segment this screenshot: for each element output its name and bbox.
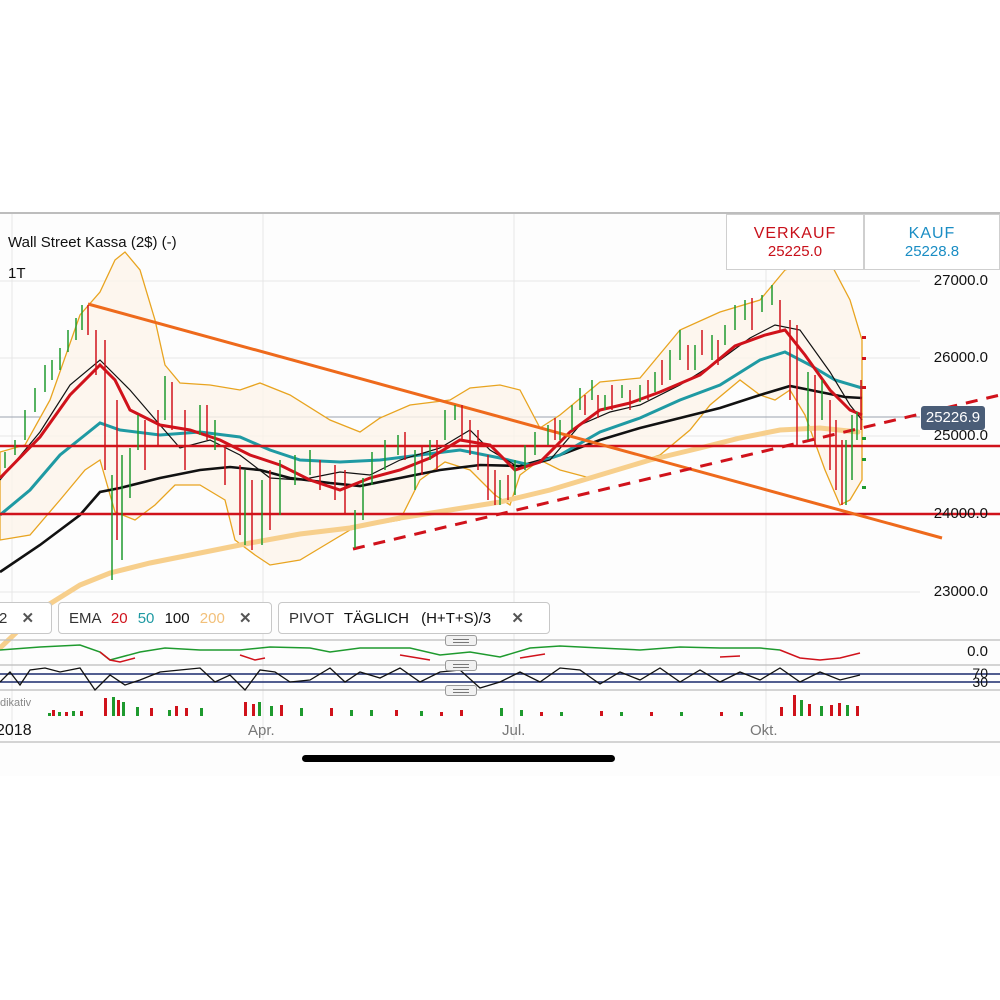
oscillator-2-tick-30: 30 (972, 674, 988, 690)
ema-100: 100 (164, 610, 190, 627)
ema20-black-line (0, 324, 863, 481)
close-icon[interactable]: ✕ (238, 610, 252, 627)
oscillator-1-tick: 0.0 (967, 643, 988, 660)
indicator-chip-pivot[interactable]: PIVOT TÄGLICH (H+T+S)/3 ✕ (278, 602, 550, 634)
x-tick-apr: Apr. (248, 722, 275, 739)
interval-selector[interactable]: 1T (8, 265, 26, 282)
pivot-markers (862, 336, 866, 489)
y-tick-23000: 23000.0 (933, 583, 988, 600)
ema20-line (0, 328, 863, 492)
pivot-mode: TÄGLICH (343, 610, 409, 627)
panel-resize-handle[interactable] (445, 685, 477, 696)
panel-separators (0, 639, 1000, 743)
close-icon[interactable]: ✕ (511, 610, 524, 627)
home-indicator[interactable] (302, 755, 615, 762)
current-price-tag: 25226.9 (921, 406, 985, 430)
sell-price: 25225.0 (767, 243, 823, 260)
x-tick-okt: Okt. (750, 722, 778, 739)
y-tick-25000: 25000.0 (933, 427, 988, 444)
indicator-chip-partial[interactable]: 2 ✕ (0, 602, 52, 634)
downtrend-line[interactable] (87, 302, 943, 540)
y-tick-27000: 27000.0 (933, 272, 988, 289)
ema-50: 50 (137, 610, 155, 627)
panel-resize-handle[interactable] (445, 635, 477, 646)
ema100-line (0, 384, 863, 574)
buy-price: 25228.8 (904, 243, 960, 260)
volume-bars (48, 695, 859, 716)
indicator-chip-ema[interactable]: EMA 20 50 100 200 ✕ (58, 602, 272, 634)
oscillator-1-negative (99, 649, 861, 663)
chip-partial-text: 2 (0, 610, 8, 627)
instrument-title: Wall Street Kassa (2$) (-) (8, 234, 177, 251)
ema-label: EMA (69, 610, 101, 627)
y-tick-24000: 24000.0 (933, 505, 988, 522)
oscillator-1-line (0, 644, 781, 661)
buy-button[interactable]: KAUF 25228.8 (864, 214, 1000, 270)
ema50-line (0, 350, 863, 517)
candlesticks (4, 285, 862, 580)
sell-label: VERKAUF (753, 225, 837, 242)
pivot-label: PIVOT (289, 610, 334, 627)
bollinger-band (0, 251, 863, 566)
volume-label: dikativ (0, 697, 32, 709)
y-tick-26000: 26000.0 (933, 349, 988, 366)
close-icon[interactable]: ✕ (21, 610, 35, 627)
pivot-formula: (H+T+S)/3 (421, 610, 492, 627)
oscillator-2-tick-70: 70 (972, 665, 988, 681)
buy-label: KAUF (908, 225, 956, 242)
ema-200: 200 (199, 610, 225, 627)
x-tick-2018: 2018 (0, 722, 32, 739)
x-tick-jul: Jul. (502, 722, 526, 739)
sell-button[interactable]: VERKAUF 25225.0 (726, 214, 864, 270)
panel-resize-handle[interactable] (445, 660, 477, 671)
uptrend-line-dashed[interactable] (352, 393, 1000, 551)
oscillator-2 (0, 667, 1000, 692)
ema-20: 20 (110, 610, 128, 627)
